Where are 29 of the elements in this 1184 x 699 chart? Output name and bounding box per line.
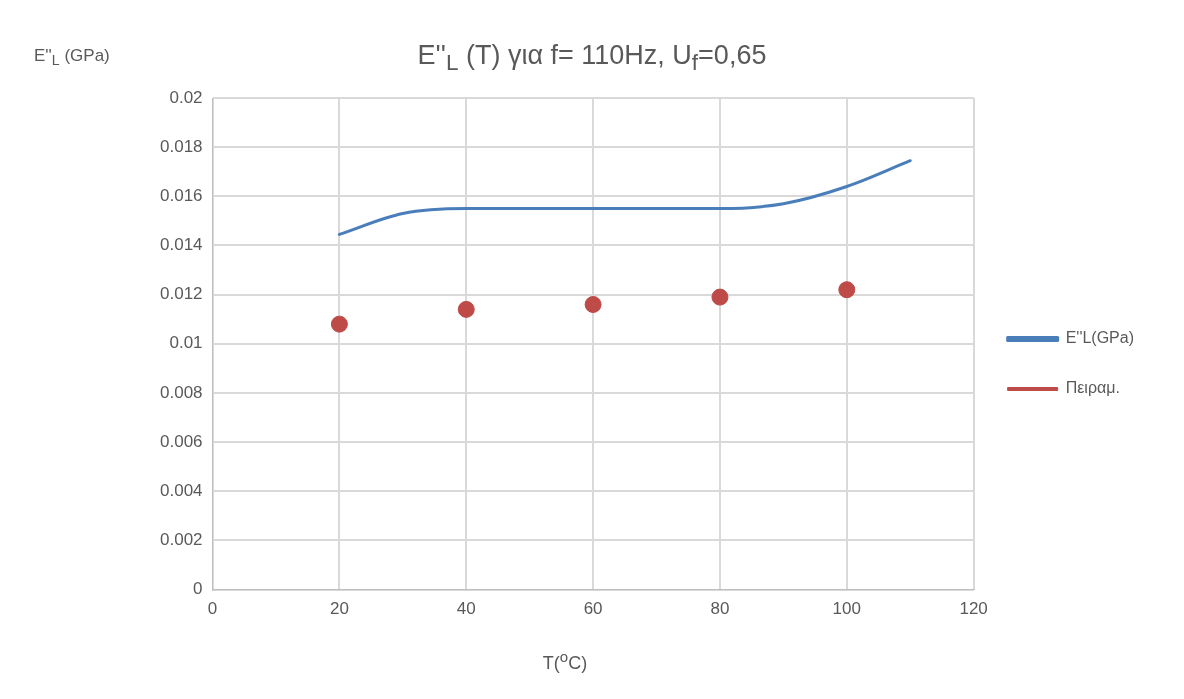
y-tick-label: 0.014 (159, 235, 203, 255)
y-tick-label: 0.008 (159, 382, 203, 402)
legend-label: Πειραμ. (1065, 379, 1120, 397)
y-tick-label: 0.012 (159, 284, 203, 304)
y-tick-label: 0.006 (159, 431, 203, 451)
y-tick-label: 0.01 (169, 333, 203, 353)
y-axis-title: E''$_{L}$ (GPa) (34, 46, 110, 69)
x-axis-title: T($^{o}$C) (541, 648, 589, 674)
point (711, 288, 729, 306)
x-tick-label: 20 (329, 599, 349, 619)
x-tick-label: 120 (959, 599, 988, 619)
point (838, 281, 856, 299)
legend-label: E''L(GPa) (1065, 329, 1135, 347)
point (457, 300, 475, 318)
y-tick-label: 0.002 (159, 530, 203, 550)
x-tick-label: 80 (710, 599, 730, 619)
x-tick-label: 0 (207, 599, 218, 619)
y-tick-label: 0.02 (169, 87, 203, 107)
y-tick-label: 0 (193, 579, 203, 599)
chart-title: E''$_{L}$ (T) για f= 110Hz, U$_{f}$=0,65 (417, 40, 767, 76)
y-tick-label: 0.018 (159, 136, 203, 156)
point (584, 295, 602, 313)
y-tick-label: 0.016 (159, 186, 203, 206)
x-tick-label: 100 (832, 599, 861, 619)
x-tick-label: 60 (583, 599, 603, 619)
x-tick-label: 40 (456, 599, 476, 619)
point (330, 315, 348, 333)
line-series (337, 159, 912, 236)
y-tick-label: 0.004 (159, 480, 203, 500)
